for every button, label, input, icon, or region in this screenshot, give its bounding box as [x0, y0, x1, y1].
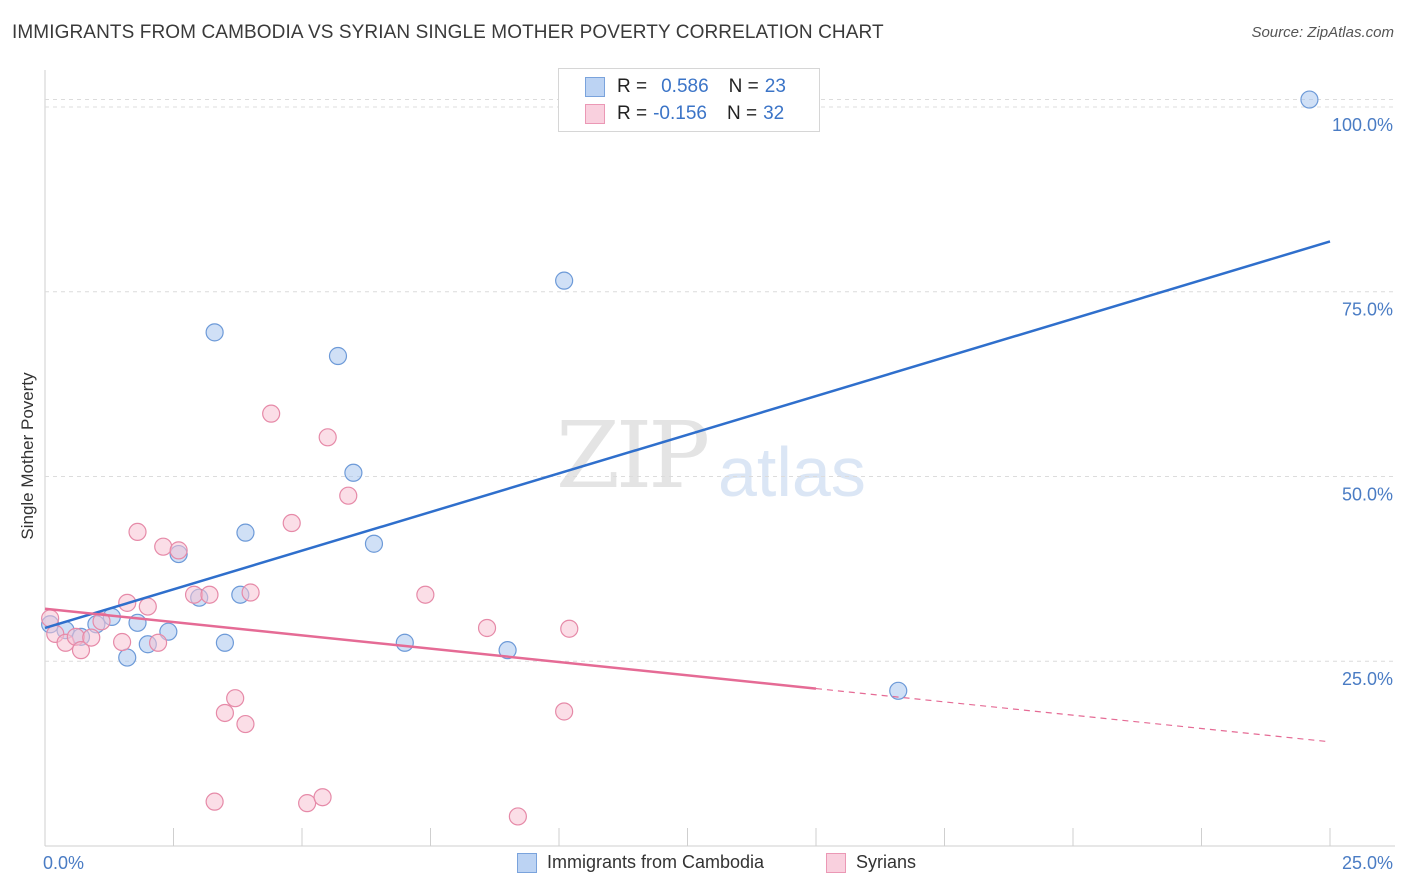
y-tick-label: 75.0%: [1342, 300, 1393, 320]
syrians-point: [236, 714, 255, 734]
cambodia-trend-line: [44, 240, 1331, 630]
cambodia-point: [236, 523, 255, 542]
n-label: N =: [728, 76, 759, 97]
syrians-point: [112, 632, 132, 652]
cambodia-point: [395, 633, 414, 652]
syrians-point: [226, 689, 245, 708]
syrians-point: [241, 583, 260, 602]
syrians-trend-extension: [815, 687, 1331, 743]
y-tick-label: 50.0%: [1342, 484, 1393, 504]
cambodia-point: [364, 534, 384, 553]
cambodia-point: [555, 271, 574, 290]
chart-title: IMMIGRANTS FROM CAMBODIA VS SYRIAN SINGL…: [12, 22, 884, 43]
cambodia-legend-label: Immigrants from Cambodia: [547, 852, 765, 872]
cambodia-point: [498, 641, 517, 660]
syrians-point: [148, 633, 168, 652]
syrians-point: [200, 585, 219, 604]
x-tick-label: 0.0%: [43, 853, 84, 873]
n-value: 23: [764, 76, 786, 97]
source-label: Source: ZipAtlas.com: [1251, 24, 1394, 41]
syrians-point: [298, 794, 317, 813]
watermark-atlas: atlas: [718, 433, 866, 511]
n-value: 32: [763, 103, 785, 124]
syrians-point: [128, 522, 147, 542]
syrians-point: [138, 597, 157, 616]
r-value: -0.156: [653, 103, 707, 124]
syrians-point: [282, 513, 301, 533]
syrians-legend-label: Syrians: [856, 852, 917, 872]
syrians-point: [313, 788, 332, 807]
r-label: R =: [617, 76, 648, 97]
n-label: N =: [726, 103, 758, 124]
cambodia-point: [328, 346, 348, 366]
legend-item-cambodia: Immigrants from Cambodia: [517, 852, 764, 873]
r-label: R =: [617, 103, 648, 124]
cambodia-point: [159, 622, 178, 641]
cambodia-point: [205, 323, 224, 342]
syrians-point: [71, 641, 91, 660]
syrians-point: [184, 585, 204, 604]
stats-legend: R = 0.586 N = 23 R = -0.156 N = 32: [558, 68, 820, 132]
syrians-point: [82, 628, 101, 647]
syrians-point: [508, 807, 527, 826]
syrians-point: [416, 585, 435, 604]
stats-legend-row-cambodia: R = 0.586 N = 23: [585, 74, 786, 100]
syrians-point: [169, 541, 188, 560]
y-tick-label: 100.0%: [1332, 115, 1393, 135]
cambodia-point: [118, 648, 137, 667]
syrians-point: [555, 702, 574, 721]
cambodia-point: [1300, 90, 1319, 109]
syrians-swatch: [585, 104, 605, 124]
syrians-legend-swatch: [826, 852, 846, 873]
cambodia-legend-swatch: [517, 852, 537, 873]
syrians-point: [205, 792, 224, 811]
x-tick-label: 25.0%: [1342, 853, 1393, 873]
cambodia-point: [344, 463, 363, 482]
syrians-trend-line: [44, 607, 817, 690]
syrians-point: [154, 537, 173, 556]
cambodia-point: [889, 681, 908, 700]
r-value: 0.586: [661, 76, 709, 97]
cambodia-point: [215, 633, 234, 652]
watermark-zip: ZIP: [556, 402, 710, 509]
y-tick-label: 25.0%: [1342, 669, 1393, 689]
cambodia-swatch: [585, 77, 605, 97]
syrians-point: [262, 404, 281, 423]
syrians-point: [339, 486, 358, 505]
syrians-point: [477, 618, 497, 638]
syrians-point: [92, 612, 111, 631]
syrians-point: [215, 703, 234, 723]
syrians-point: [560, 619, 579, 638]
syrians-point: [318, 428, 337, 447]
stats-legend-row-syrians: R = -0.156 N = 32: [585, 101, 784, 127]
legend-item-syrians: Syrians: [826, 852, 916, 873]
